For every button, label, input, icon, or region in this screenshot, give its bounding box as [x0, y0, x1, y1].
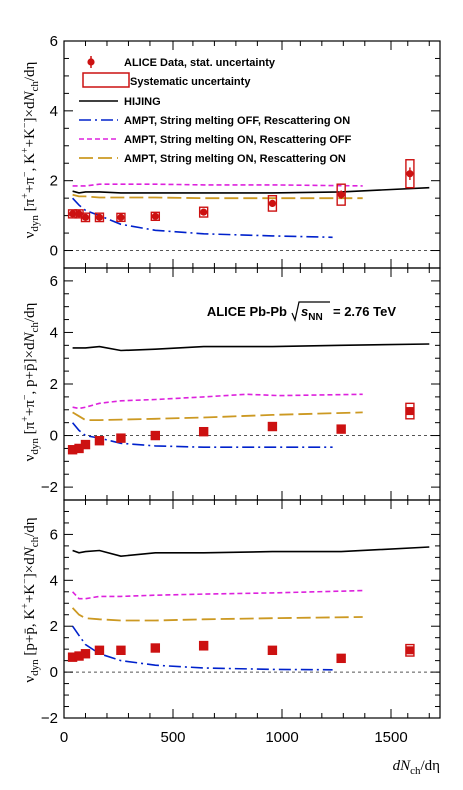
y-tick-label: 6	[50, 273, 58, 290]
data-point	[337, 191, 345, 199]
series-ampt-off-on-line	[71, 625, 333, 671]
panel-frame	[63, 267, 441, 501]
series-ampt-off-on-line	[71, 422, 333, 449]
data-point	[151, 644, 160, 653]
y-tick-label: 4	[50, 324, 58, 341]
legend-data-marker	[87, 58, 95, 66]
series-ampt-on-on-line	[72, 193, 363, 200]
legend-entry-hijing: HIJING	[79, 96, 161, 108]
data-point	[75, 652, 84, 661]
data-point	[268, 199, 277, 207]
data-point	[151, 212, 159, 220]
y-tick-label: 0	[50, 428, 58, 445]
y-tick-label: −2	[41, 479, 58, 496]
series-hijing-line	[72, 343, 430, 352]
data-point	[199, 641, 208, 650]
data-point	[268, 422, 277, 431]
data-point	[95, 436, 104, 445]
legend-label-hijing: HIJING	[124, 96, 161, 108]
legend-label-systematic: Systematic uncertainty	[130, 76, 251, 88]
data-point	[405, 407, 414, 416]
legend-label-ampt-on-on: AMPT, String melting ON, Rescattering ON	[124, 153, 346, 165]
legend-entry-systematic: Systematic uncertainty	[82, 72, 251, 88]
legend-systematic-box	[82, 72, 130, 88]
systematic-box	[116, 212, 126, 223]
systematic-box	[198, 206, 209, 218]
y-axis-title-bottom: νdyn [p+p̄, K++K−]×dNch/dη	[20, 517, 41, 682]
data-point	[81, 649, 90, 658]
y-tick-label: 2	[50, 618, 58, 635]
series-ampt-on-on-line	[71, 607, 363, 622]
data-point	[116, 434, 125, 443]
series-hijing-line	[72, 186, 430, 194]
legend-entry-ampt-off-on: AMPT, String melting OFF, Rescattering O…	[79, 115, 350, 127]
x-tick-label-1000: 1000	[265, 729, 298, 746]
data-point	[95, 646, 104, 655]
x-tick-label-500: 500	[160, 729, 185, 746]
legend-entry-ampt-on-off: AMPT, String melting ON, Rescattering OF…	[79, 134, 352, 146]
series-ampt-on-off-line	[72, 589, 363, 600]
series-ampt-on-off-line	[72, 393, 363, 410]
panel-2: −2 0 2 4 6	[41, 499, 441, 727]
data-point	[117, 213, 125, 221]
x-tick-labels: 0 500 1000 1500	[60, 729, 408, 746]
y-tick-label: 6	[50, 33, 58, 50]
annotation-energy: = 2.76 TeV	[333, 304, 396, 319]
legend-entry-ampt-on-on: AMPT, String melting ON, Rescattering ON	[79, 153, 346, 165]
data-point	[68, 445, 77, 454]
annotation-sqrt-sign	[291, 301, 330, 322]
x-tick-label-0: 0	[60, 729, 68, 746]
y-axis-title-top: νdyn [π++π−, K++K−]×dNch/dη	[20, 61, 41, 238]
systematic-box	[80, 212, 91, 223]
data-point	[200, 208, 208, 216]
panel-0: 0 2 4 6	[50, 33, 441, 269]
legend-label-data: ALICE Data, stat. uncertainty	[124, 57, 276, 69]
annotation-system: ALICE Pb-Pb	[207, 304, 287, 319]
data-point	[95, 213, 104, 221]
series-ampt-on-on-line	[72, 411, 363, 422]
x-axis-title: dNch/dη	[393, 758, 441, 777]
series-ampt-off-on-line	[72, 197, 333, 239]
systematic-box	[94, 212, 105, 223]
series-ampt-on-off-line	[72, 183, 363, 187]
y-tick-label: 0	[50, 243, 58, 260]
series-hijing-line	[72, 546, 430, 558]
panel-1: −2 0 2 4 6	[41, 267, 441, 501]
data-point	[268, 646, 277, 655]
y-tick-label: 2	[50, 173, 58, 190]
y-tick-label: 2	[50, 376, 58, 393]
x-tick-label-1500: 1500	[374, 729, 407, 746]
panel-frame	[63, 499, 441, 719]
systematic-box	[336, 183, 346, 206]
y-tick-label: 4	[50, 572, 58, 589]
annotation: ALICE Pb-Pb sNN = 2.76 TeV	[207, 301, 396, 323]
data-point	[337, 425, 346, 434]
data-point	[68, 653, 77, 662]
legend-label-ampt-off-on: AMPT, String melting OFF, Rescattering O…	[124, 115, 350, 127]
systematic-box	[150, 211, 161, 222]
data-point	[116, 646, 125, 655]
data-point	[406, 170, 414, 178]
data-point	[75, 444, 84, 453]
systematic-box	[267, 195, 278, 212]
data-point	[151, 431, 160, 440]
legend-entry-data: ALICE Data, stat. uncertainty	[87, 56, 276, 69]
data-point	[81, 440, 90, 449]
y-tick-label: −2	[41, 710, 58, 727]
legend-label-ampt-on-off: AMPT, String melting ON, Rescattering OF…	[124, 134, 352, 146]
y-tick-label: 4	[50, 103, 58, 120]
y-axis-title-middle: νdyn [π++π−, p+p̄]×dNch/dη	[20, 302, 41, 461]
y-tick-label: 6	[50, 526, 58, 543]
data-point	[337, 654, 346, 663]
annotation-sqrt-s: sNN	[301, 304, 323, 323]
y-tick-label: 0	[50, 664, 58, 681]
data-point	[405, 646, 414, 655]
data-point	[81, 213, 90, 221]
data-point	[199, 427, 208, 436]
legend: ALICE Data, stat. uncertainty Systematic…	[79, 56, 352, 165]
panels: 0 2 4 6 −2 0 2 4 6 −2 0 2 4 6	[41, 33, 441, 727]
systematic-box	[405, 159, 415, 189]
